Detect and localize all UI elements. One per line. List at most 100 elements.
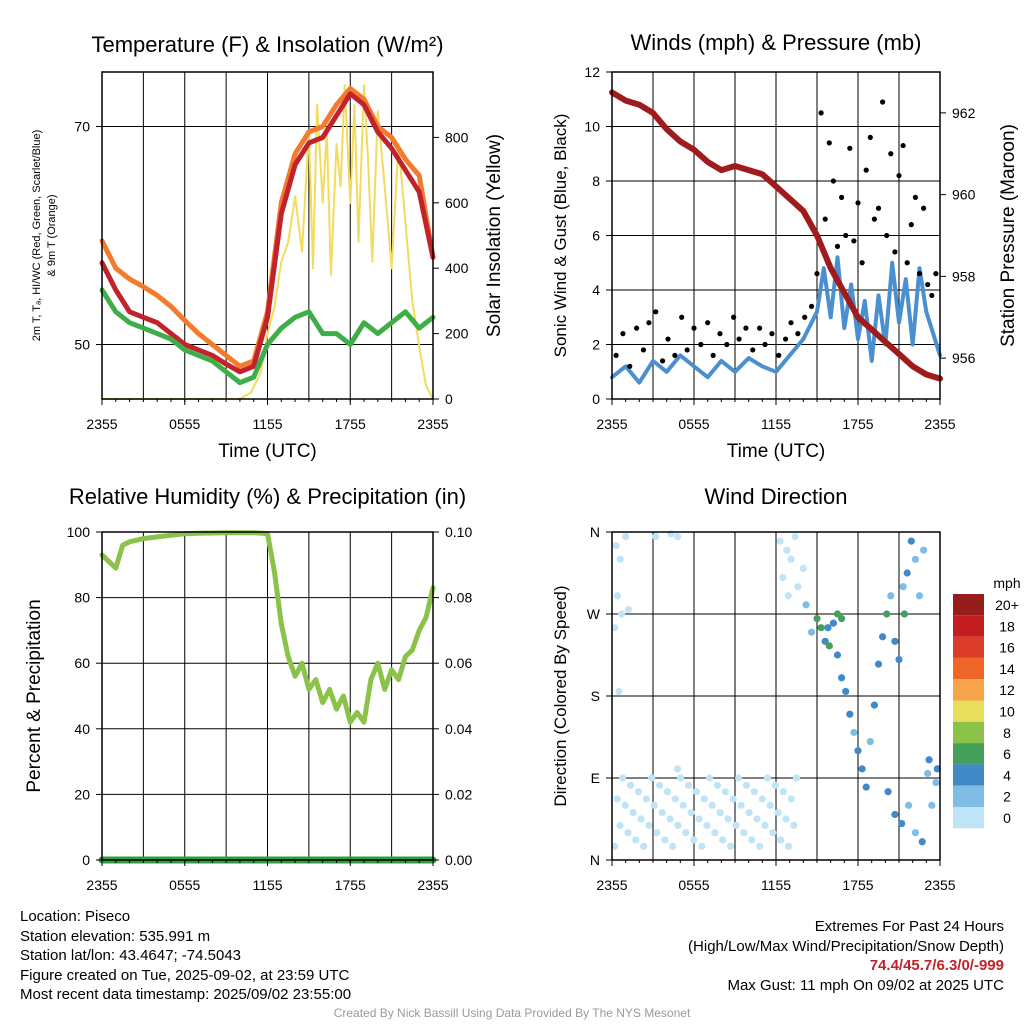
x-tick-label: 1155 — [252, 877, 282, 893]
gust-point — [834, 243, 841, 249]
direction-point — [640, 842, 648, 850]
direction-point — [621, 801, 629, 809]
x-tick-label: 2355 — [924, 877, 955, 893]
direction-point — [838, 674, 846, 682]
direction-point — [911, 829, 920, 837]
gust-point — [684, 347, 690, 353]
direction-point — [753, 815, 761, 823]
gust-point — [795, 331, 801, 337]
y-tick-label-left: 0 — [592, 391, 600, 407]
wind-direction-panel: 2355 0555 1155 1755 2355 N E S W N Wind Direction D… — [551, 484, 1021, 893]
rh-line — [99, 530, 436, 725]
direction-point — [879, 633, 887, 641]
legend-label: 0 — [1003, 810, 1011, 826]
direction-point — [769, 829, 777, 837]
x-tick-label: 2355 — [86, 877, 117, 893]
wind-direction-ylabel: Direction (Colored By Speed) — [551, 585, 570, 806]
gust-point — [855, 200, 861, 206]
gust-point — [705, 320, 711, 326]
x-tick-label: 0555 — [678, 877, 709, 893]
gust-point — [880, 99, 886, 105]
gust-point — [646, 320, 652, 326]
legend-label: 4 — [1003, 767, 1011, 783]
y-tick-label-left: 2 — [592, 337, 600, 353]
gust-point — [847, 145, 853, 151]
extremes-title: Extremes For Past 24 Hours — [814, 918, 1004, 935]
legend-swatch — [953, 700, 984, 722]
x-tick-label: 1155 — [761, 416, 791, 432]
x-tick-label: 0555 — [678, 416, 709, 432]
direction-point — [650, 801, 658, 809]
direction-point — [858, 765, 866, 773]
insolation-line — [101, 84, 434, 400]
gust-point — [896, 172, 902, 179]
gust-point — [665, 336, 671, 342]
x-tick-label: 1755 — [842, 416, 873, 432]
sonic-wind-line — [610, 255, 942, 385]
credit-line: Created By Nick Bassill Using Data Provi… — [333, 1006, 691, 1020]
direction-point — [613, 592, 622, 600]
direction-point — [642, 795, 650, 803]
direction-point — [658, 809, 666, 817]
direction-point — [666, 815, 674, 823]
legend-swatch — [953, 764, 984, 786]
direction-point — [817, 624, 825, 632]
gust-point — [925, 281, 931, 288]
direction-point — [613, 795, 621, 803]
pressure-line — [609, 89, 943, 382]
y-tick-label-right: 0.02 — [445, 786, 472, 802]
direction-point — [719, 836, 727, 844]
direction-point — [617, 610, 626, 618]
direction-point — [850, 728, 858, 737]
direction-point — [766, 801, 774, 809]
gust-point — [871, 216, 878, 222]
gust-point — [863, 167, 869, 173]
direction-point — [807, 628, 816, 636]
direction-point — [787, 555, 795, 563]
direction-point — [645, 821, 653, 829]
y-tick-label-left: N — [590, 524, 600, 540]
direction-point — [655, 781, 664, 789]
direction-point — [698, 842, 706, 850]
y-tick-label-right: 600 — [445, 195, 469, 211]
direction-point — [794, 583, 802, 591]
wind-direction-title: Wind Direction — [704, 484, 847, 509]
direction-point — [932, 778, 940, 787]
y-tick-label-right: 800 — [445, 129, 469, 145]
direction-point — [782, 815, 790, 823]
direction-point — [771, 781, 780, 789]
direction-point — [648, 774, 656, 782]
direction-point — [792, 774, 801, 782]
temperature-ylabel-right: Solar Insolation (Yellow) — [484, 134, 505, 337]
direction-point — [679, 801, 687, 809]
direction-point — [676, 774, 685, 782]
legend-label: 18 — [999, 618, 1015, 634]
legend-label: 6 — [1003, 746, 1011, 762]
direction-point — [740, 829, 748, 837]
temperature-ylabel-left-1: 2m T, Tₐ, HI/WC (Red, Green, Scarlet/Blu… — [31, 130, 43, 342]
direction-point — [866, 737, 874, 746]
gust-point — [782, 336, 789, 342]
gust-point — [802, 314, 808, 320]
legend-swatch — [953, 721, 984, 744]
legend-swatch — [953, 785, 984, 807]
direction-point — [824, 624, 832, 632]
direction-point — [632, 836, 640, 844]
direction-point — [761, 821, 769, 829]
gust-point — [750, 347, 756, 353]
legend-swatch — [953, 594, 984, 616]
gust-point — [698, 341, 704, 348]
station-info: Location: Piseco Station elevation: 535.… — [20, 907, 351, 1005]
direction-point — [799, 564, 807, 573]
direction-point — [734, 774, 743, 782]
direction-point — [776, 537, 784, 545]
direction-point — [887, 592, 895, 600]
winds-ylabel-left: Sonic Wind & Gust (Blue, Black) — [551, 114, 570, 358]
gust-point — [843, 232, 849, 239]
extremes-panel: Extremes For Past 24 Hours (High/Low/Max… — [688, 917, 1004, 995]
gust-point — [679, 314, 685, 320]
gust-point — [717, 331, 723, 337]
y-tick-label-right: 962 — [952, 105, 976, 121]
direction-point — [629, 809, 637, 817]
